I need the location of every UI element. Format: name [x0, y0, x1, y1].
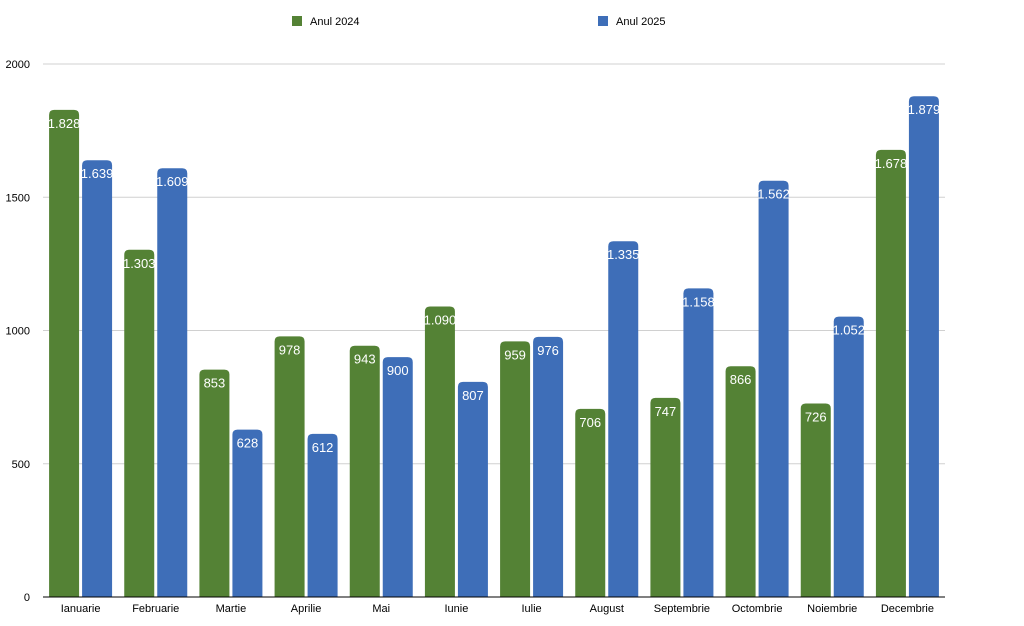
x-category-label: Octombrie [732, 603, 783, 615]
bar-series-0-iulie [500, 341, 531, 597]
data-label-series-0: 943 [354, 352, 376, 367]
bar-series-1-aprilie [307, 433, 338, 597]
data-label-series-0: 978 [279, 342, 301, 357]
bar-series-0-mai [349, 345, 380, 597]
x-axis-categories: Ianuarie Februarie Martie Aprilie Mai Iunie Iu… [61, 603, 934, 615]
bar-series-0-noiembrie [800, 403, 831, 597]
data-label-series-1: 1.052 [832, 323, 865, 338]
bar-series-1-noiembrie [833, 316, 864, 597]
data-label-series-1: 1.609 [156, 174, 189, 189]
data-label-series-0: 747 [655, 404, 677, 419]
bar-series-0-martie [199, 369, 230, 597]
y-tick-label: 2000 [6, 59, 30, 71]
bar-series-1-septembrie [683, 288, 714, 597]
y-axis-ticks: 0 500 1000 1500 2000 [6, 59, 30, 604]
bar-series-1-decembrie [908, 96, 939, 598]
x-category-label: Ianuarie [61, 603, 101, 615]
legend-item-series-1: Anul 2025 [598, 16, 666, 28]
bar-series-1-februarie [157, 168, 188, 597]
bar-series-0-august [575, 408, 606, 597]
data-label-series-1: 976 [537, 343, 559, 358]
bar-series-0-ianuarie [49, 109, 80, 597]
data-label-series-1: 1.158 [682, 294, 715, 309]
data-label-series-0: 959 [504, 347, 526, 362]
bar-series-1-iunie [457, 381, 488, 597]
x-category-label: Noiembrie [807, 603, 857, 615]
data-labels: 1.828 1.639 1.303 1.609 853 628 978 612 943 900 1.… [48, 102, 940, 455]
data-label-series-0: 1.678 [875, 156, 908, 171]
grid-lines [43, 63, 945, 465]
y-tick-label: 500 [12, 459, 30, 471]
data-label-series-0: 866 [730, 372, 752, 387]
data-label-series-1: 612 [312, 440, 334, 455]
legend-swatch-series-1 [598, 16, 608, 26]
data-label-series-0: 726 [805, 410, 827, 425]
x-category-label: August [590, 603, 624, 615]
data-label-series-0: 853 [204, 376, 226, 391]
y-tick-label: 1500 [6, 192, 30, 204]
x-category-label: Decembrie [881, 603, 934, 615]
data-label-series-0: 1.303 [123, 256, 156, 271]
bar-series-0-decembrie [875, 149, 906, 598]
bar-series-0-aprilie [274, 336, 305, 597]
data-label-series-1: 1.639 [81, 166, 114, 181]
legend-item-series-0: Anul 2024 [292, 16, 360, 28]
x-category-label: Septembrie [654, 603, 710, 615]
legend: Anul 2024 Anul 2025 [292, 16, 666, 28]
data-label-series-0: 706 [579, 415, 601, 430]
data-label-series-0: 1.828 [48, 116, 81, 131]
data-label-series-1: 1.562 [757, 187, 790, 202]
legend-label-series-0: Anul 2024 [310, 16, 360, 28]
x-category-label: Februarie [132, 603, 179, 615]
data-label-series-1: 1.335 [607, 247, 640, 262]
y-tick-label: 1000 [6, 326, 30, 338]
x-category-label: Aprilie [291, 603, 322, 615]
bar-series-1-octombrie [758, 180, 789, 598]
legend-label-series-1: Anul 2025 [616, 16, 666, 28]
legend-swatch-series-0 [292, 16, 302, 26]
bar-series-0-iunie [424, 306, 455, 597]
data-label-series-0: 1.090 [424, 313, 457, 328]
data-label-series-1: 900 [387, 363, 409, 378]
bar-series-1-iulie [533, 336, 564, 597]
data-label-series-1: 1.879 [908, 102, 941, 117]
bar-series-0-septembrie [650, 397, 681, 597]
bar-series-1-mai [382, 357, 413, 597]
y-tick-label: 0 [24, 592, 30, 604]
bars [49, 96, 939, 598]
data-label-series-1: 628 [237, 436, 259, 451]
data-label-series-1: 807 [462, 388, 484, 403]
x-category-label: Mai [372, 603, 390, 615]
x-category-label: Iulie [521, 603, 541, 615]
bar-series-1-august [608, 241, 639, 597]
x-category-label: Iunie [444, 603, 468, 615]
x-category-label: Martie [216, 603, 247, 615]
bar-series-0-octombrie [725, 366, 756, 597]
bar-series-0-februarie [124, 249, 155, 598]
bar-series-1-martie [232, 429, 263, 597]
bar-series-1-ianuarie [82, 160, 113, 598]
